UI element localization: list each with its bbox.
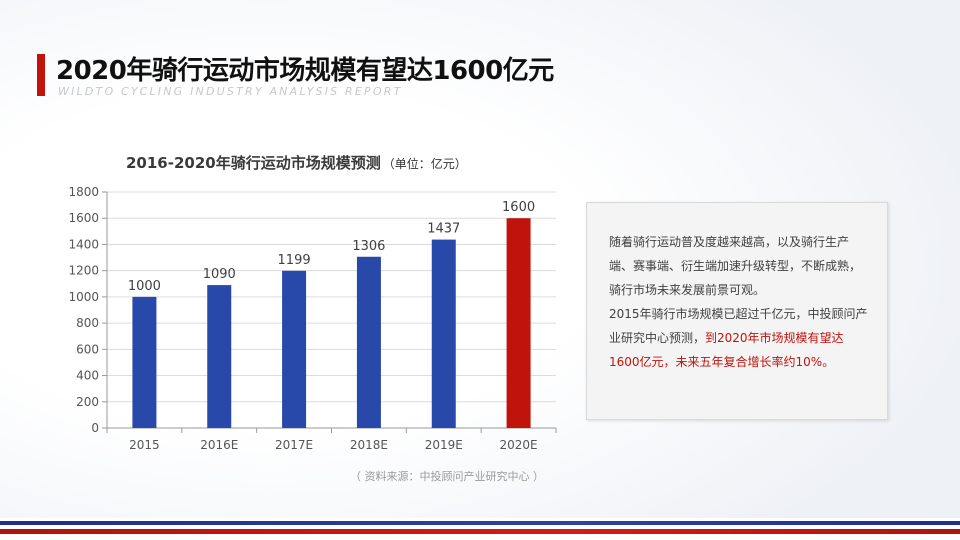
footer-stripe-blue xyxy=(0,521,960,525)
bar xyxy=(132,296,157,428)
y-tick-label: 1200 xyxy=(68,264,99,278)
note-highlight: 到2020年市场规模有望达1600亿元，未来五年复合增长率约10%。 xyxy=(609,331,844,369)
y-tick-label: 1400 xyxy=(68,237,99,251)
bar xyxy=(356,256,381,428)
bar xyxy=(282,270,307,428)
y-tick-label: 800 xyxy=(76,316,99,330)
y-tick-label: 1800 xyxy=(68,185,99,199)
data-label: 1600 xyxy=(502,200,535,215)
footer-stripe-red xyxy=(0,529,960,534)
x-tick-label: 2019E xyxy=(425,438,463,452)
bar xyxy=(431,239,456,428)
y-tick-label: 200 xyxy=(76,395,99,409)
data-label: 1306 xyxy=(352,239,385,254)
footer-stripe-white xyxy=(0,518,960,523)
footer-stripe-white xyxy=(0,525,960,529)
y-tick-label: 1000 xyxy=(68,290,99,304)
x-tick-label: 2017E xyxy=(275,438,313,452)
y-tick-label: 0 xyxy=(91,421,99,435)
note-paragraph-2: 2015年骑行市场规模已超过千亿元，中投顾问产业研究中心预测， xyxy=(609,307,868,345)
data-label: 1437 xyxy=(427,222,460,237)
y-tick-label: 600 xyxy=(76,342,99,356)
data-label: 1000 xyxy=(128,279,161,294)
title-accent-bar xyxy=(37,54,45,96)
chart-unit-label: （单位：亿元） xyxy=(382,157,467,171)
x-tick-label: 2015 xyxy=(129,438,160,452)
source-note: （ 资料来源：中投顾问产业研究中心 ） xyxy=(350,470,544,483)
data-label: 1199 xyxy=(278,253,311,268)
note-box: 随着骑行运动普及度越来越高，以及骑行生产端、赛事端、衍生端加速升级转型，不断成熟… xyxy=(586,202,888,420)
footer-stripe-white xyxy=(0,534,960,540)
data-label: 1090 xyxy=(203,267,236,282)
chart-title-main: 2016-2020年骑行运动市场规模预测 xyxy=(126,154,381,172)
x-tick-label: 2016E xyxy=(200,438,238,452)
bar xyxy=(207,285,232,428)
page-subtitle: WILDTO CYCLING INDUSTRY ANALYSIS REPORT xyxy=(58,85,403,98)
x-tick-label: 2020E xyxy=(500,438,538,452)
x-tick-label: 2018E xyxy=(350,438,388,452)
chart-title: 2016-2020年骑行运动市场规模预测 （单位：亿元） xyxy=(126,152,467,173)
note-paragraph-1: 随着骑行运动普及度越来越高，以及骑行生产端、赛事端、衍生端加速升级转型，不断成熟… xyxy=(609,235,862,297)
y-tick-label: 1600 xyxy=(68,211,99,225)
note-text: 随着骑行运动普及度越来越高，以及骑行生产端、赛事端、衍生端加速升级转型，不断成熟… xyxy=(609,230,871,374)
page-title: 2020年骑行运动市场规模有望达1600亿元 xyxy=(56,56,554,86)
y-tick-label: 400 xyxy=(76,369,99,383)
bar xyxy=(506,218,531,428)
